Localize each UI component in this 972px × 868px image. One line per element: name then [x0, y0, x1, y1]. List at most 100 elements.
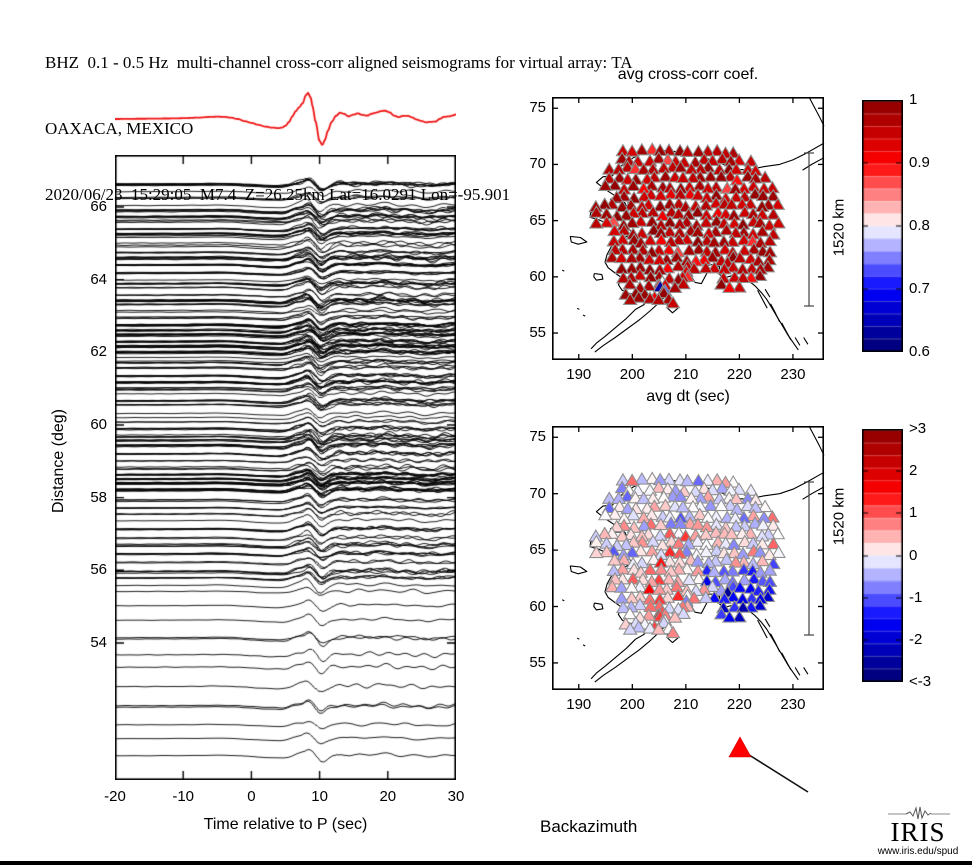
coastline [561, 599, 565, 602]
station-triangle [641, 278, 657, 292]
colorbar-tick: 1 [909, 504, 918, 521]
record-section-ytick: 62 [90, 343, 107, 361]
station-triangle [703, 169, 719, 182]
station-triangle [597, 526, 613, 540]
station-triangle [691, 473, 706, 487]
record-section-ylabel: Distance (deg) [50, 408, 67, 514]
station-triangle [618, 207, 634, 221]
cc-map-ytick: 65 [529, 211, 546, 229]
station-triangle [651, 292, 667, 305]
avg-dt-label: avg dt (sec) [646, 388, 730, 405]
dt-map-xtick: 190 [566, 696, 592, 713]
station-triangle [765, 536, 781, 550]
station-triangle [754, 553, 770, 567]
station-triangle [708, 195, 724, 209]
coastline [561, 269, 565, 272]
iris-logo: IRIS www.iris.edu/spud [872, 806, 964, 857]
station-triangle [636, 162, 652, 175]
station-triangle [706, 234, 722, 248]
station-triangle [625, 507, 641, 521]
station-triangle [675, 170, 691, 184]
station-triangle [736, 572, 752, 586]
station-triangle [719, 222, 734, 236]
station-triangle [671, 562, 687, 575]
header-line-1: BHZ 0.1 - 0.5 Hz multi-channel cross-cor… [45, 53, 633, 72]
station-triangle [691, 241, 707, 255]
cc-colorbar [862, 100, 903, 352]
station-triangle [724, 526, 740, 540]
station-triangle [692, 507, 708, 521]
station-triangle [709, 472, 725, 486]
station-triangle [690, 517, 706, 530]
station-triangle [721, 280, 737, 293]
station-triangle [762, 218, 777, 231]
station-triangle [770, 197, 786, 210]
station-triangle [725, 589, 741, 603]
station-triangle [765, 188, 781, 202]
station-triangle [675, 276, 691, 290]
station-triangle [732, 580, 748, 593]
station-triangle [597, 197, 613, 210]
station-triangle [690, 204, 706, 218]
station-triangle [614, 261, 630, 275]
station-triangle [686, 590, 702, 604]
backazimuth-line-1: Backazimuth [540, 817, 638, 836]
station-triangle [713, 606, 729, 620]
station-triangle [725, 259, 741, 273]
colorbar-tick: -2 [909, 631, 923, 648]
iris-url: www.iris.edu/spud [877, 846, 959, 857]
station-triangle [658, 169, 673, 182]
station-triangle [728, 519, 744, 532]
cc-map-scalebar-label: 1520 km [830, 198, 848, 257]
colorbar-tick: 2 [909, 462, 918, 479]
station-triangle [624, 544, 640, 558]
cc-map-xtick: 200 [619, 366, 645, 383]
station-triangle [752, 235, 768, 249]
cc-map-ytick: 55 [529, 324, 546, 342]
colorbar-tick: 0.6 [909, 343, 930, 360]
coastline [582, 314, 586, 317]
station-triangle [714, 151, 730, 165]
station-triangle [735, 270, 751, 284]
station-triangle [721, 610, 737, 623]
station-triangle [620, 159, 635, 173]
station-triangle [747, 516, 763, 529]
station-triangle [692, 178, 708, 191]
station-triangle [765, 207, 781, 220]
dt-map-xtick: 230 [780, 696, 806, 713]
station-triangle [642, 291, 658, 304]
station-triangle [771, 215, 786, 229]
station-triangle [752, 598, 768, 611]
station-triangle [731, 609, 747, 623]
record-section-ytick: 58 [90, 488, 107, 506]
station-triangle [618, 537, 634, 551]
station-triangle [620, 489, 635, 502]
record-section-plot [115, 155, 456, 780]
station-triangle [632, 267, 648, 281]
record-section-ytick: 54 [90, 633, 107, 651]
station-triangle [604, 579, 620, 593]
station-triangle [681, 242, 697, 256]
coastline [770, 303, 781, 323]
record-section-ytick: 64 [90, 270, 107, 288]
station-triangle [588, 545, 604, 559]
station-triangle [604, 250, 620, 263]
station-triangle [737, 534, 753, 548]
dt-map-ytick: 55 [529, 653, 546, 671]
record-section-ytick: 66 [90, 198, 107, 215]
station-triangle [597, 178, 613, 191]
station-triangle [641, 608, 657, 621]
station-triangle [615, 600, 631, 614]
coastline [794, 667, 801, 676]
coastline [576, 637, 580, 640]
station-triangle [681, 572, 697, 586]
station-triangle [722, 169, 738, 182]
dt-map [552, 425, 825, 690]
station-triangle [667, 610, 683, 623]
station-triangle [705, 249, 720, 263]
cc-map-ytick: 75 [529, 99, 546, 117]
coastline [764, 288, 771, 298]
station-triangle [675, 606, 691, 620]
station-triangle [665, 295, 681, 309]
colorbar-tick: 0.8 [909, 217, 930, 234]
